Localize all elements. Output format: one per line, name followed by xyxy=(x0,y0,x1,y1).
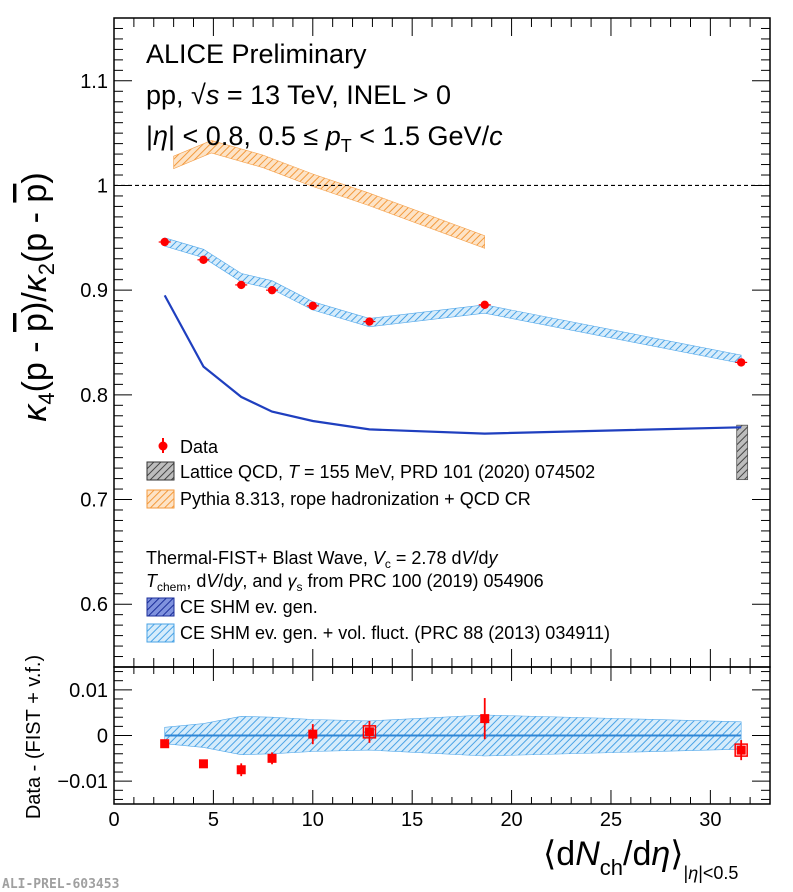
pythia-band xyxy=(173,140,486,249)
header-line-3: |η| < 0.8, 0.5 ≤ pT < 1.5 GeV/c xyxy=(146,121,503,156)
x-tick-label: 20 xyxy=(500,809,522,831)
ratio-point xyxy=(364,727,374,737)
ratio-point xyxy=(198,759,208,769)
ratio-band-layer xyxy=(164,714,742,757)
ratio-point xyxy=(236,765,246,775)
x-tick-label: 10 xyxy=(302,809,324,831)
ratio-point xyxy=(736,745,746,755)
watermark: ALI-PREL-603453 xyxy=(2,877,119,892)
ratio-y-axis-label: Data - (FIST + v.f.) xyxy=(23,655,45,819)
x-tick-label: 5 xyxy=(208,809,219,831)
legend-models: Thermal-FIST+ Blast Wave, Vc = 2.78 dV/d… xyxy=(146,548,610,643)
x-tick-label: 0 xyxy=(108,809,119,831)
ratio-y-tick-label: −0.01 xyxy=(57,771,108,793)
ratio-point xyxy=(480,714,490,724)
x-tick-label: 25 xyxy=(600,809,622,831)
data-point xyxy=(199,255,208,265)
main-y-tick-label: 0.6 xyxy=(80,594,108,616)
x-axis-label: ⟨dNch/dη⟩|η|<0.5 xyxy=(543,835,738,883)
main-y-axis-label: κ4(p - p)/κ2(p - p) xyxy=(16,172,59,421)
ratio-points-layer xyxy=(160,698,748,777)
main-axes-layer: 0.6 0.7 0.8 0.9 1 1.1 xyxy=(80,18,771,667)
x-tick-label: 30 xyxy=(699,809,721,831)
model-header-line-2: Tchem, dV/dy, and γs from PRC 100 (2019)… xyxy=(146,571,544,594)
main-y-tick-label: 1.1 xyxy=(80,71,108,93)
legend-data-label: Data xyxy=(180,437,219,457)
data-point xyxy=(308,301,317,311)
ratio-y-tick-label: 0.01 xyxy=(69,680,108,702)
lattice-qcd-box xyxy=(736,424,749,481)
main-y-tick-label: 1 xyxy=(97,175,108,197)
header-line-1: ALICE Preliminary xyxy=(146,39,367,69)
data-point xyxy=(736,358,746,367)
legend-lattice-label: Lattice QCD, T = 155 MeV, PRD 101 (2020)… xyxy=(180,462,595,482)
legend-volfluct-swatch xyxy=(146,623,175,643)
legend-data-marker xyxy=(158,441,168,451)
legend-shm-swatch xyxy=(146,597,175,617)
main-y-tick-label: 0.9 xyxy=(80,280,108,302)
ratio-frame xyxy=(113,666,771,805)
ratio-y-tick-label: 0 xyxy=(97,726,108,748)
ratio-sys-box xyxy=(734,743,748,757)
legend-pythia-swatch xyxy=(146,489,175,509)
ratio-point xyxy=(160,739,170,749)
data-point xyxy=(365,317,374,326)
main-points-layer xyxy=(158,237,748,367)
main-y-tick-label: 0.8 xyxy=(80,385,108,407)
legend-lattice-swatch xyxy=(146,461,175,481)
vol-fluct-band xyxy=(164,237,742,364)
legend-top: Data Lattice QCD, T = 155 MeV, PRD 101 (… xyxy=(146,437,595,509)
data-point xyxy=(480,300,489,310)
x-tick-label: 15 xyxy=(401,809,423,831)
main-y-tick-label: 0.7 xyxy=(80,490,108,512)
data-point xyxy=(267,285,277,295)
shm-line xyxy=(163,294,742,435)
ratio-point xyxy=(308,729,318,739)
legend-volfluct-label: CE SHM ev. gen. + vol. fluct. (PRC 88 (2… xyxy=(180,623,610,643)
legend-pythia-label: Pythia 8.313, rope hadronization + QCD C… xyxy=(180,489,531,509)
data-point xyxy=(237,280,246,290)
ratio-sys-box xyxy=(362,725,377,739)
header-line-2: pp, √s = 13 TeV, INEL > 0 xyxy=(146,80,451,110)
data-point xyxy=(160,237,169,247)
main-lines-layer xyxy=(114,184,770,435)
model-header-line-1: Thermal-FIST+ Blast Wave, Vc = 2.78 dV/d… xyxy=(146,548,499,571)
legend-shm-label: CE SHM ev. gen. xyxy=(180,597,318,617)
ratio-point xyxy=(267,753,277,763)
